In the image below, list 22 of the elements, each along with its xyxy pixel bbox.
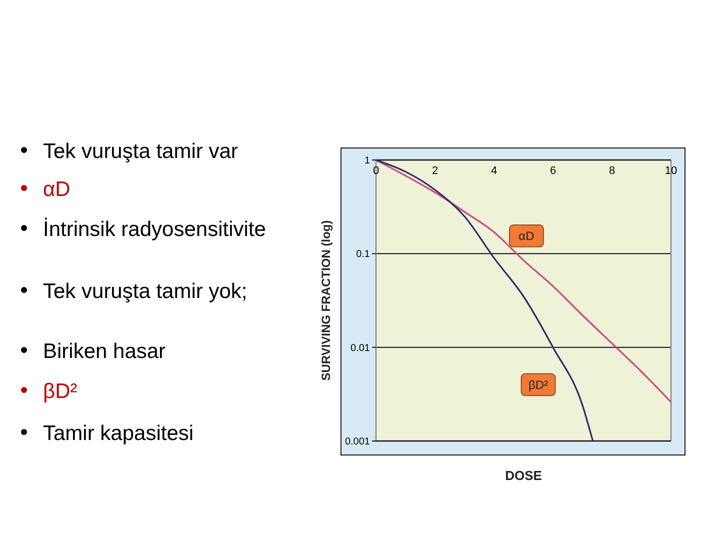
line-series [375, 159, 594, 442]
x-tick-label: 2 [432, 165, 438, 177]
x-tick-label: 4 [490, 165, 498, 177]
y-tick-label: 1 [364, 156, 370, 166]
annotation: βD² [528, 378, 548, 392]
annotation: αD [518, 229, 535, 244]
y-tick-label: 0.01 [350, 342, 370, 354]
text: Biriken hasar [43, 340, 166, 363]
text: βD² [43, 380, 78, 403]
text: Tek vuruşta tamir var [43, 140, 238, 163]
text: Tamir kapasitesi [43, 422, 194, 445]
x-axis-title: DOSE [505, 468, 542, 483]
y-tick-label: 0.1 [356, 249, 370, 260]
x-tick-label: 6 [550, 165, 556, 177]
x-tick-label: 8 [608, 165, 616, 177]
x-tick-label: 0 [372, 165, 380, 177]
y-axis-title: SURVIVING FRACTION (log) [319, 220, 333, 381]
text: Tek vuruşta tamir yok; [43, 280, 248, 303]
text: αD [43, 178, 70, 201]
x-tick-label: 10 [664, 165, 678, 177]
text: İntrinsik radyosensitivite [43, 217, 266, 241]
y-tick-label: 0.001 [344, 436, 370, 448]
